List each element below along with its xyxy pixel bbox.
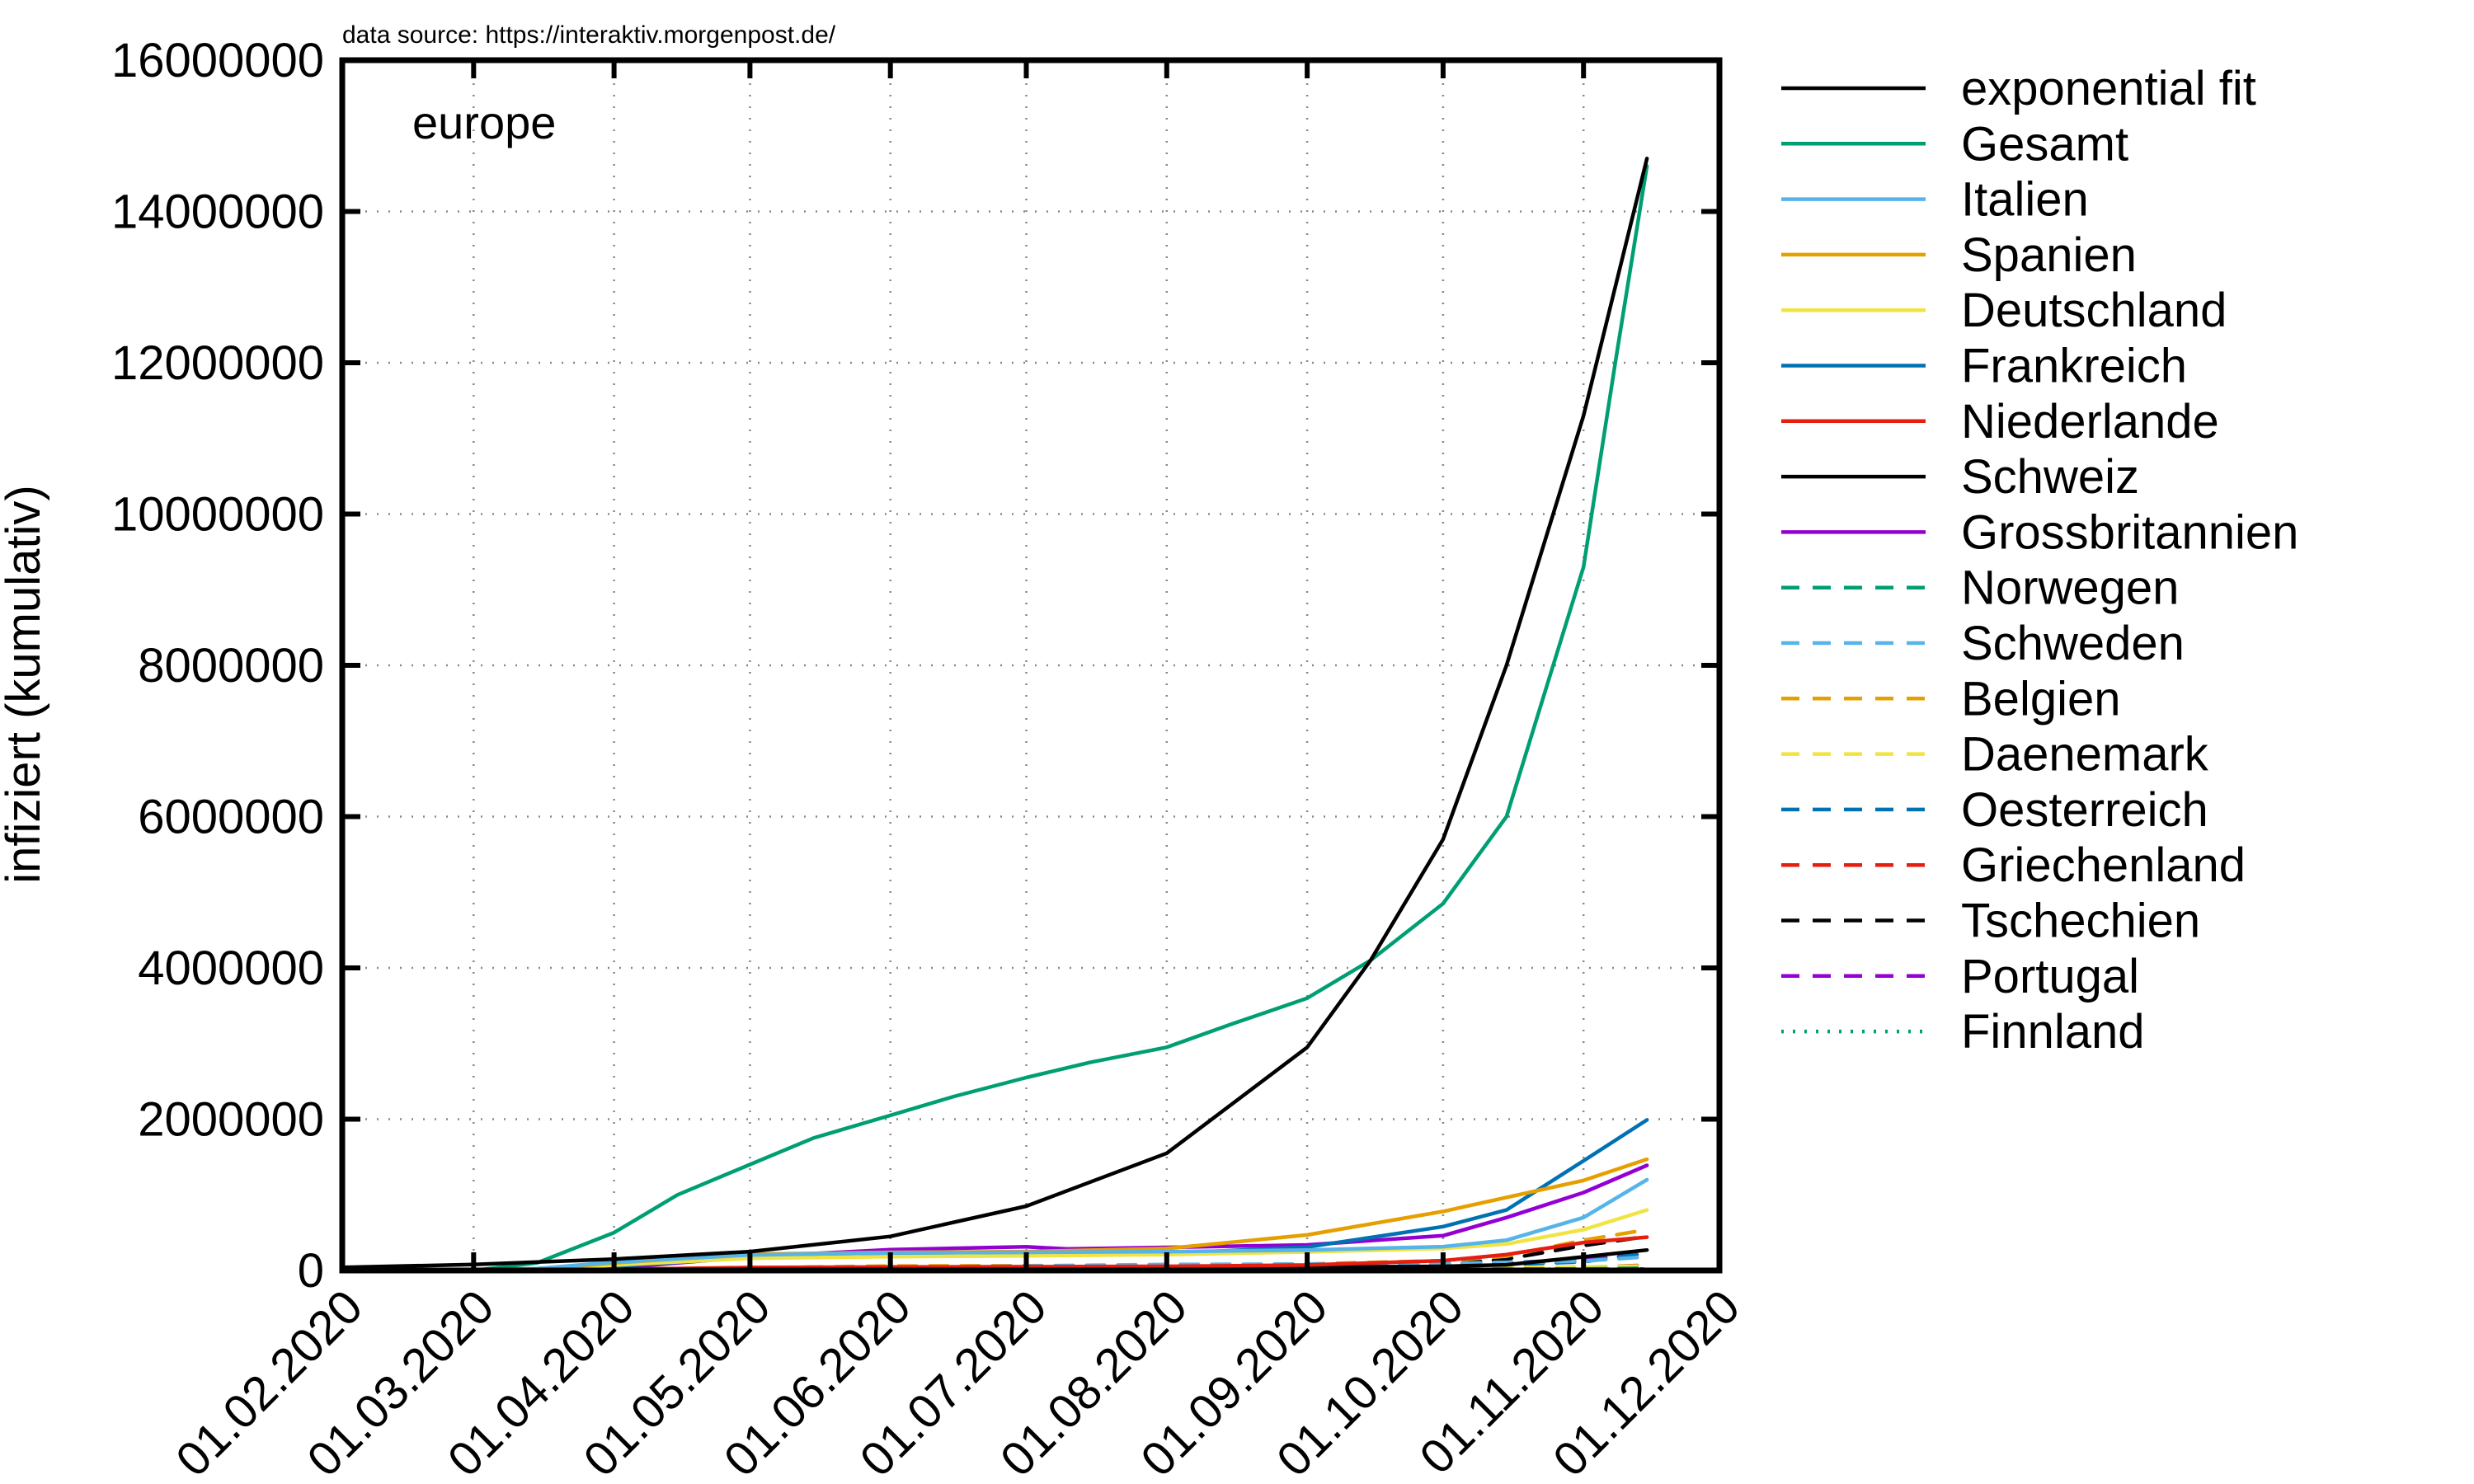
legend-label: Niederlande [1961, 395, 2219, 448]
y-tick-labels: 0 2000000 4000000 6000000 8000000 10000000 120… [111, 34, 324, 1298]
axis-ticks [340, 58, 1722, 1273]
y-tick-label: 10000000 [111, 488, 324, 542]
legend-label: Deutschland [1961, 284, 2227, 337]
legend-label: Gesamt [1961, 117, 2128, 171]
y-tick-label: 4000000 [138, 942, 324, 995]
y-tick-label: 16000000 [111, 34, 324, 87]
legend-label: Oesterreich [1961, 783, 2208, 837]
legend-label: Schweiz [1961, 450, 2139, 504]
legend-label: Portugal [1961, 950, 2139, 1003]
y-tick-label: 8000000 [138, 639, 324, 693]
y-tick-label: 12000000 [111, 336, 324, 390]
legend: exponential fitGesamtItalienSpanienDeuts… [1781, 62, 2298, 1059]
legend-label: Griechenland [1961, 838, 2246, 892]
legend-label: Italien [1961, 173, 2089, 227]
legend-label: exponential fit [1961, 62, 2256, 115]
legend-label: Finnland [1961, 1005, 2144, 1059]
y-tick-label: 14000000 [111, 186, 324, 239]
y-tick-label: 6000000 [138, 791, 324, 844]
legend-label: Daenemark [1961, 728, 2209, 782]
legend-label: Frankreich [1961, 340, 2187, 393]
series-line [472, 164, 1649, 1273]
legend-label: Spanien [1961, 228, 2137, 282]
legend-label: Schweden [1961, 617, 2185, 670]
y-tick-label: 0 [298, 1244, 324, 1298]
y-axis-label: infiziert (kumulativ) [0, 485, 50, 883]
legend-label: Grossbritannien [1961, 505, 2298, 559]
legend-label: Tschechien [1961, 895, 2200, 948]
series-line [426, 1177, 1649, 1273]
plot-title: europe [412, 96, 556, 148]
legend-label: Belgien [1961, 672, 2120, 726]
legend-label: Norwegen [1961, 561, 2179, 615]
y-tick-label: 2000000 [138, 1093, 324, 1147]
source-note: data source: https://interaktiv.morgenpo… [342, 21, 836, 49]
